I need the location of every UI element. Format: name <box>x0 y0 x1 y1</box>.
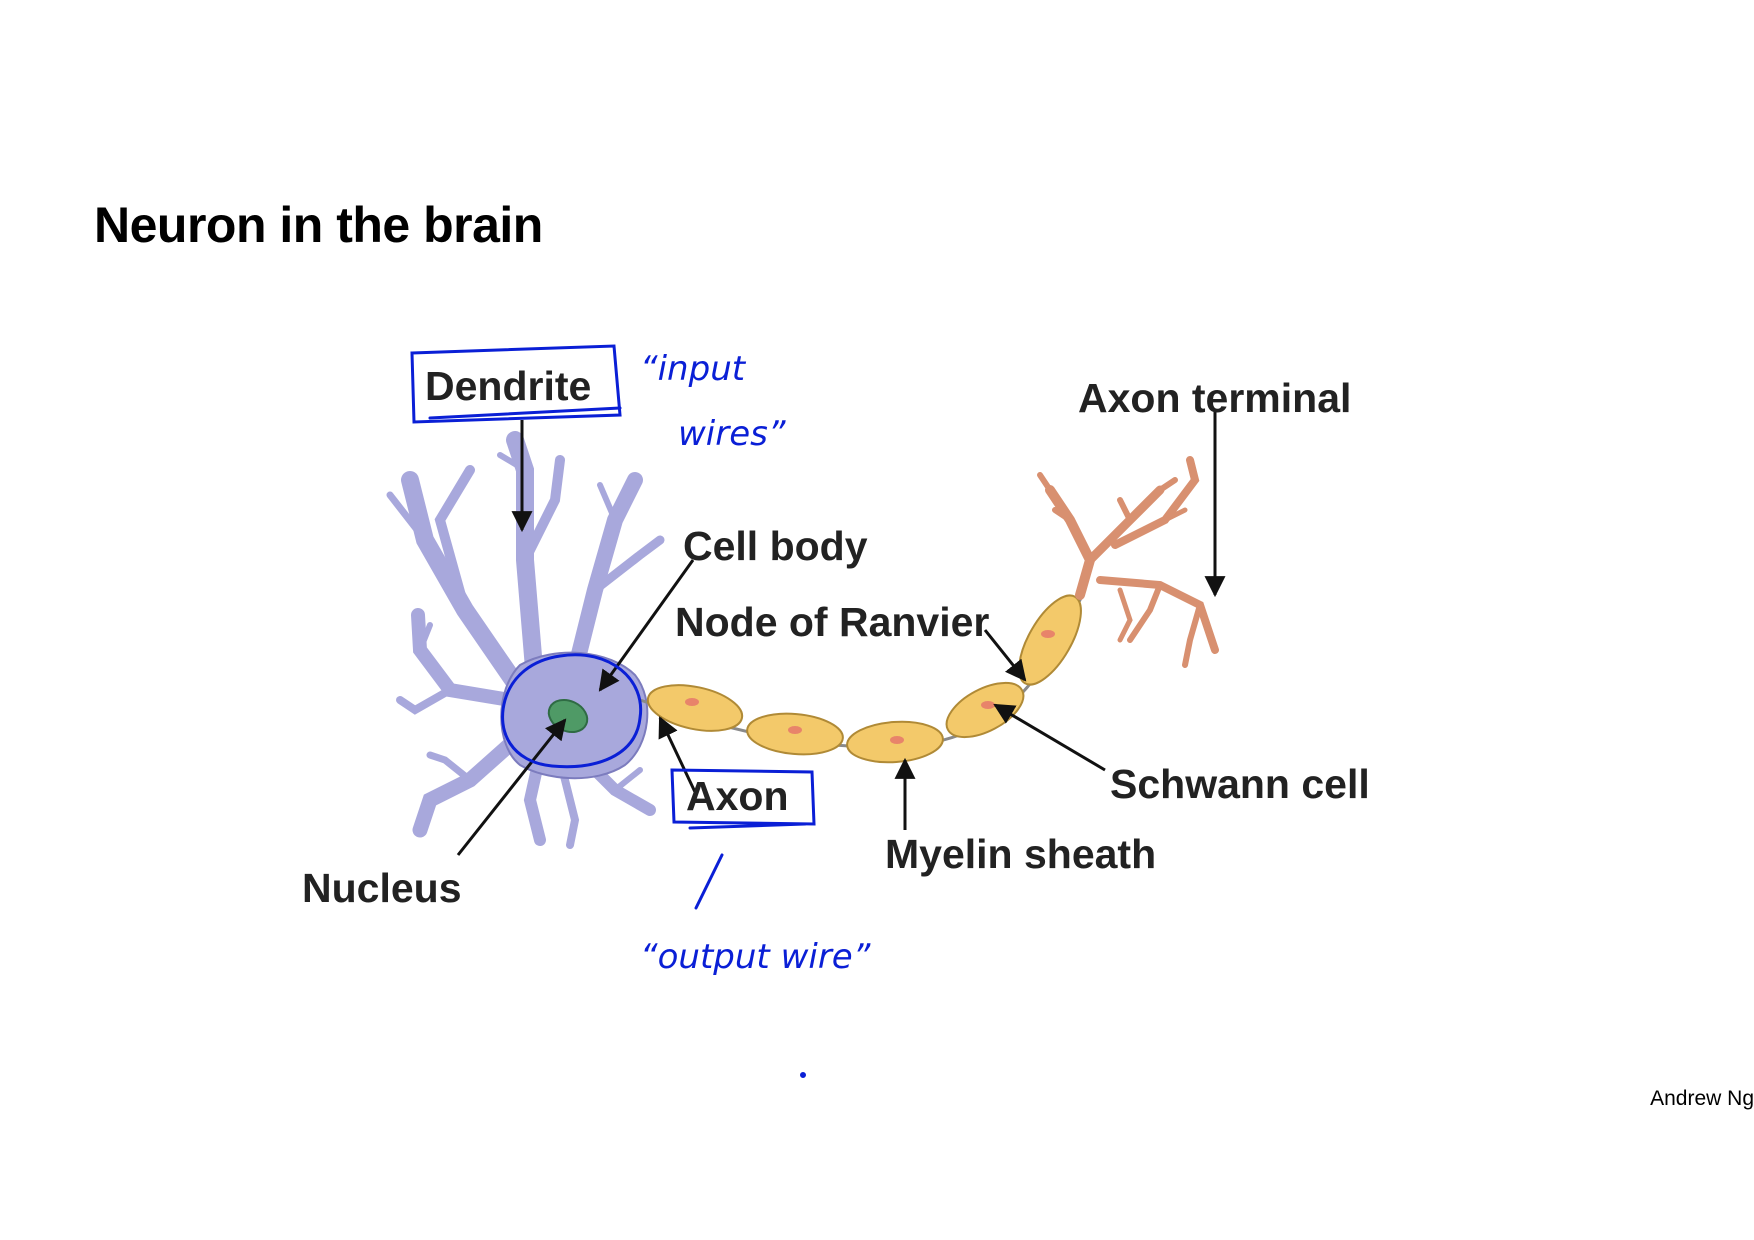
annotation-input-wires-line2: wires” <box>678 414 786 454</box>
slide-title: Neuron in the brain <box>94 197 543 253</box>
axon-underline <box>688 822 807 830</box>
annotation-output-wire: “output wire” <box>640 937 871 977</box>
axon-highlight-box <box>670 768 816 826</box>
handwritten-annotations <box>410 344 816 1078</box>
label-dendrite: Dendrite <box>425 363 591 409</box>
label-myelin-sheath: Myelin sheath <box>885 831 1156 877</box>
label-axon-terminal: Axon terminal <box>1078 375 1351 421</box>
cell-body-circle <box>501 653 643 769</box>
label-axon: Axon <box>686 773 789 819</box>
label-nucleus: Nucleus <box>302 865 462 911</box>
label-schwann-cell: Schwann cell <box>1110 761 1370 807</box>
leader-lines <box>456 412 1226 856</box>
author-name: Andrew Ng <box>1650 1087 1754 1110</box>
label-cell-body: Cell body <box>683 523 868 569</box>
dendrite-underline <box>428 406 622 420</box>
annotation-input-wires-line1: “input <box>640 349 747 389</box>
dendrite-highlight-box <box>410 344 622 424</box>
schwann-nuclei <box>685 630 1055 744</box>
axon-pointer-stroke <box>694 853 724 910</box>
axon-terminal-branches <box>1037 456 1219 668</box>
dendrites <box>386 431 665 849</box>
label-node-of-ranvier: Node of Ranvier <box>675 599 989 645</box>
